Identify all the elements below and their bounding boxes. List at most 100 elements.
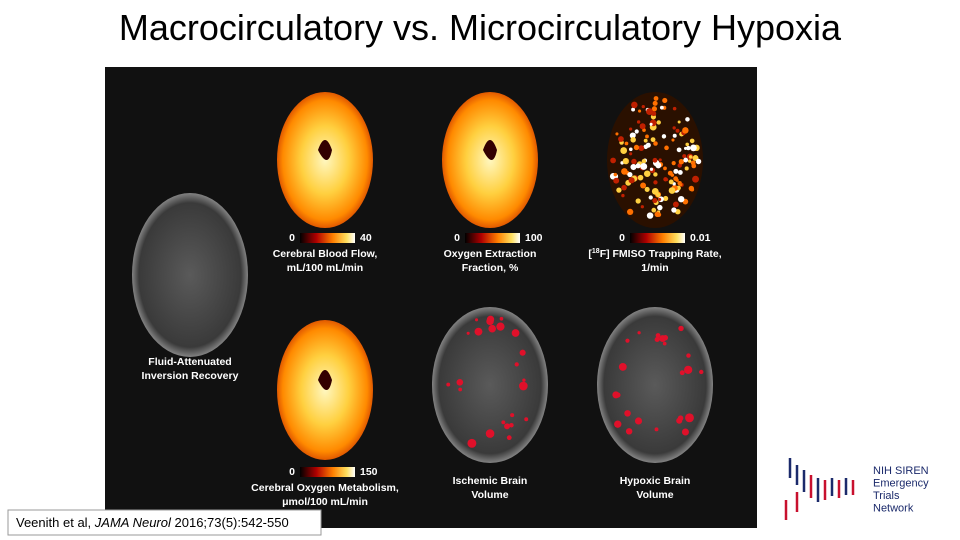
speckle [677, 195, 685, 203]
citation-box [7, 509, 322, 536]
panel-label: Cerebral Oxygen Metabolism, [251, 482, 399, 494]
speckle [623, 158, 629, 164]
speckle [652, 100, 658, 106]
speckle [641, 158, 647, 164]
red-spot [485, 429, 495, 438]
speckle [640, 182, 647, 189]
speckle [638, 109, 642, 113]
red-spot [686, 353, 691, 358]
speckle [653, 141, 658, 146]
scale-max: 100 [525, 232, 543, 244]
speckle [627, 208, 634, 216]
panel-label: [18F] FMISO Trapping Rate, [588, 248, 721, 260]
speckle [685, 117, 690, 122]
speckle [653, 96, 659, 101]
speckle [635, 163, 641, 169]
speckle [621, 184, 627, 191]
speckle [671, 138, 675, 142]
red-spot [659, 335, 667, 343]
red-spot [458, 387, 463, 392]
speckle [672, 106, 677, 111]
speckle [657, 204, 663, 211]
speckle [676, 147, 682, 153]
speckle [668, 179, 674, 185]
speckle [654, 211, 661, 218]
speckle [649, 122, 653, 126]
red-spot [475, 318, 479, 322]
panel-label: Fluid-Attenuated [148, 356, 231, 368]
speckle [677, 169, 683, 175]
logo-line: NIH SIREN [873, 465, 929, 477]
speckle [643, 170, 651, 178]
speckle [638, 145, 645, 152]
speckle [615, 132, 619, 136]
colorbar [300, 233, 355, 243]
speckle [633, 144, 640, 151]
scale-max: 150 [360, 466, 378, 478]
red-spot [514, 362, 519, 367]
speckle [644, 186, 650, 192]
speckle [613, 172, 618, 177]
speckle [651, 106, 658, 112]
speckle [695, 158, 702, 165]
panel-label: Fraction, % [462, 262, 519, 274]
logo-line: Network [873, 503, 914, 515]
speckle [687, 159, 692, 163]
speckle [691, 163, 697, 169]
panel-label: Volume [636, 489, 673, 501]
scale-max: 0.01 [690, 232, 711, 244]
speckle [685, 142, 690, 147]
red-spot [510, 413, 515, 418]
red-spot [466, 331, 470, 335]
speckle [631, 158, 637, 165]
citation-journal: JAMA Neurol [94, 515, 172, 530]
speckle [643, 138, 648, 143]
oef-map [442, 92, 538, 228]
red-spot [618, 362, 627, 371]
red-spot [446, 382, 451, 387]
logo-line: Emergency [873, 478, 929, 490]
panel-labels: Fluid-Attenuated Inversion Recovery 0 40 Cer… [142, 232, 722, 508]
scale-min: 0 [619, 232, 625, 244]
panel-label: mL/100 mL/min [287, 262, 363, 274]
speckle [631, 107, 636, 112]
red-spot [679, 370, 685, 376]
red-spot [681, 428, 689, 436]
red-spot [524, 417, 529, 422]
red-spot [496, 322, 505, 331]
speckle [651, 207, 657, 213]
speckle [671, 161, 676, 166]
speckle [671, 207, 677, 213]
scale-min: 0 [289, 232, 295, 244]
red-spot [467, 438, 477, 448]
speckle [632, 133, 636, 137]
red-spot [637, 331, 641, 335]
red-spot [614, 420, 622, 428]
logo-bars [784, 458, 855, 520]
red-spot [504, 423, 510, 430]
red-spot [655, 333, 661, 338]
speckle [651, 187, 659, 195]
panel-label: Volume [471, 489, 508, 501]
speckle [661, 134, 667, 139]
speckle [677, 163, 682, 168]
logo-line: Trials [873, 490, 900, 502]
cbf-map [277, 92, 373, 228]
label-superscript: 18 [592, 248, 600, 255]
speckle [624, 141, 629, 146]
speckle [640, 163, 648, 170]
speckle [652, 198, 658, 204]
red-spot [654, 336, 660, 343]
red-spot [684, 365, 693, 374]
red-spot [474, 327, 483, 336]
speckle [659, 105, 664, 110]
speckle [677, 120, 681, 124]
red-spot [519, 349, 526, 356]
speckle [637, 174, 644, 181]
speckle [663, 177, 668, 182]
speckle [653, 172, 658, 177]
speckle [634, 129, 639, 134]
red-spot [612, 391, 620, 399]
